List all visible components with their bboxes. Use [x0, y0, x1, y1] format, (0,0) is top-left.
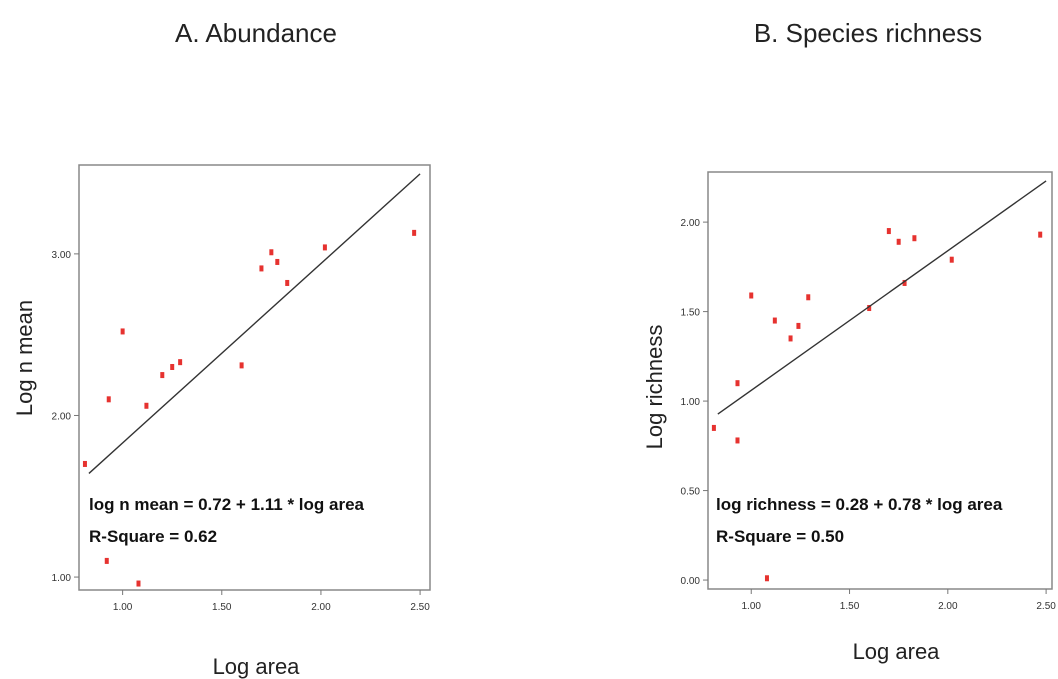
data-point	[412, 229, 417, 236]
equation-label: log n mean = 0.72 + 1.11 * log area	[89, 495, 365, 514]
data-point	[275, 258, 280, 265]
data-point	[144, 402, 149, 409]
data-point	[322, 244, 327, 251]
data-point	[82, 460, 87, 467]
data-points	[711, 228, 1043, 582]
x-tick-label: 1.00	[742, 601, 762, 612]
data-point	[170, 363, 175, 370]
data-point	[902, 279, 907, 286]
x-tick-label: 1.50	[212, 602, 232, 613]
plot-frame	[78, 164, 431, 591]
y-tick-label: 2.00	[681, 218, 701, 229]
data-point	[285, 279, 290, 286]
data-point	[886, 228, 891, 235]
r-square-label: R-Square = 0.50	[716, 527, 844, 546]
data-point	[1038, 231, 1043, 238]
data-point	[806, 294, 811, 301]
data-point	[896, 238, 901, 245]
data-point	[106, 396, 111, 403]
y-tick-label: 3.00	[52, 250, 72, 261]
data-point	[912, 235, 917, 242]
chart-title: A. Abundance	[175, 18, 337, 48]
x-tick-label: 2.50	[410, 602, 430, 613]
x-tick-label: 1.50	[840, 601, 860, 612]
x-tick-label: 2.00	[311, 602, 331, 613]
y-axis-label: Log richness	[642, 325, 667, 450]
y-tick-label: 0.00	[681, 576, 701, 587]
data-point	[259, 265, 264, 272]
x-tick-label: 2.00	[938, 601, 958, 612]
data-point	[788, 335, 793, 342]
equation-label: log richness = 0.28 + 0.78 * log area	[716, 495, 1003, 514]
x-axis-label: Log area	[853, 639, 941, 664]
data-point	[735, 437, 740, 444]
regression-line	[717, 180, 1047, 415]
y-tick-label: 1.50	[681, 308, 701, 319]
data-point	[749, 292, 754, 299]
y-tick-label: 2.00	[52, 411, 72, 422]
axis-ticks: 1.00 1.50 2.00 2.50 0.00 0.50 1.00 1.50 2.00	[681, 218, 1057, 612]
x-tick-label: 1.00	[113, 602, 133, 613]
data-point	[949, 256, 954, 263]
y-axis-label: Log n mean	[12, 300, 37, 416]
axis-ticks: 1.00 1.50 2.00 2.50 1.00 2.00 3.00	[52, 250, 431, 613]
plot-frame	[707, 171, 1053, 590]
data-points	[82, 229, 417, 587]
data-point	[104, 557, 109, 564]
data-point	[136, 580, 141, 587]
data-point	[764, 575, 769, 582]
chart-abundance: A. Abundance 1.00 1.50 2.00 2.50 1.00 2.00 3.0…	[12, 18, 431, 679]
y-tick-label: 1.00	[681, 397, 701, 408]
data-point	[239, 362, 244, 369]
data-point	[160, 372, 165, 379]
regression-line	[88, 173, 421, 474]
y-tick-label: 1.00	[52, 573, 72, 584]
data-point	[772, 317, 777, 324]
data-point	[120, 328, 125, 335]
y-tick-label: 0.50	[681, 487, 701, 498]
data-point	[178, 359, 183, 366]
data-point	[796, 322, 801, 329]
r-square-label: R-Square = 0.62	[89, 527, 217, 546]
chart-title: B. Species richness	[754, 18, 982, 48]
x-tick-label: 2.50	[1036, 601, 1056, 612]
data-point	[735, 380, 740, 387]
data-point	[711, 424, 716, 431]
x-axis-label: Log area	[213, 654, 301, 679]
data-point	[867, 305, 872, 312]
data-point	[269, 249, 274, 256]
chart-species-richness: B. Species richness 1.00 1.50 2.00 2.50 0.00…	[642, 18, 1056, 664]
